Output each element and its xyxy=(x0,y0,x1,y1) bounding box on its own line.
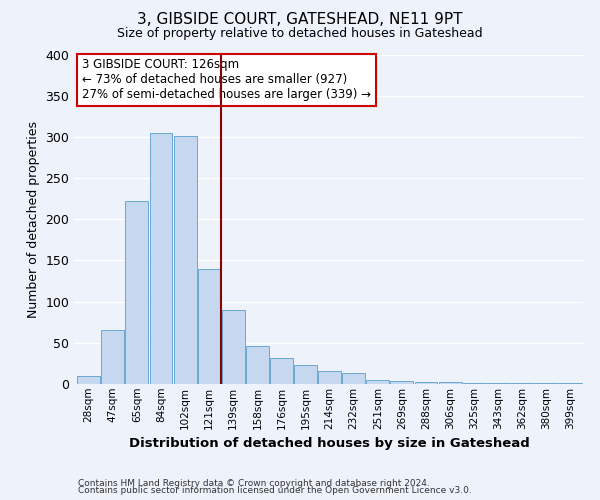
Bar xyxy=(511,383,534,384)
Bar xyxy=(439,382,461,384)
Bar xyxy=(559,383,582,384)
Bar xyxy=(391,382,413,384)
Bar xyxy=(487,383,510,384)
Bar xyxy=(246,346,269,384)
Bar xyxy=(463,383,485,384)
X-axis label: Distribution of detached houses by size in Gateshead: Distribution of detached houses by size … xyxy=(129,437,530,450)
Text: 3, GIBSIDE COURT, GATESHEAD, NE11 9PT: 3, GIBSIDE COURT, GATESHEAD, NE11 9PT xyxy=(137,12,463,28)
Text: Contains public sector information licensed under the Open Government Licence v3: Contains public sector information licen… xyxy=(78,486,472,495)
Bar xyxy=(415,382,437,384)
Bar xyxy=(270,358,293,384)
Bar xyxy=(173,136,197,384)
Text: Contains HM Land Registry data © Crown copyright and database right 2024.: Contains HM Land Registry data © Crown c… xyxy=(78,478,430,488)
Bar xyxy=(318,370,341,384)
Y-axis label: Number of detached properties: Number of detached properties xyxy=(27,121,40,318)
Bar xyxy=(198,268,221,384)
Text: 3 GIBSIDE COURT: 126sqm
← 73% of detached houses are smaller (927)
27% of semi-d: 3 GIBSIDE COURT: 126sqm ← 73% of detache… xyxy=(82,58,371,102)
Bar xyxy=(535,383,558,384)
Bar xyxy=(294,365,317,384)
Bar xyxy=(222,310,245,384)
Bar xyxy=(125,202,148,384)
Bar xyxy=(101,330,124,384)
Text: Size of property relative to detached houses in Gateshead: Size of property relative to detached ho… xyxy=(117,28,483,40)
Bar xyxy=(342,373,365,384)
Bar xyxy=(367,380,389,384)
Bar xyxy=(77,376,100,384)
Bar xyxy=(149,133,172,384)
